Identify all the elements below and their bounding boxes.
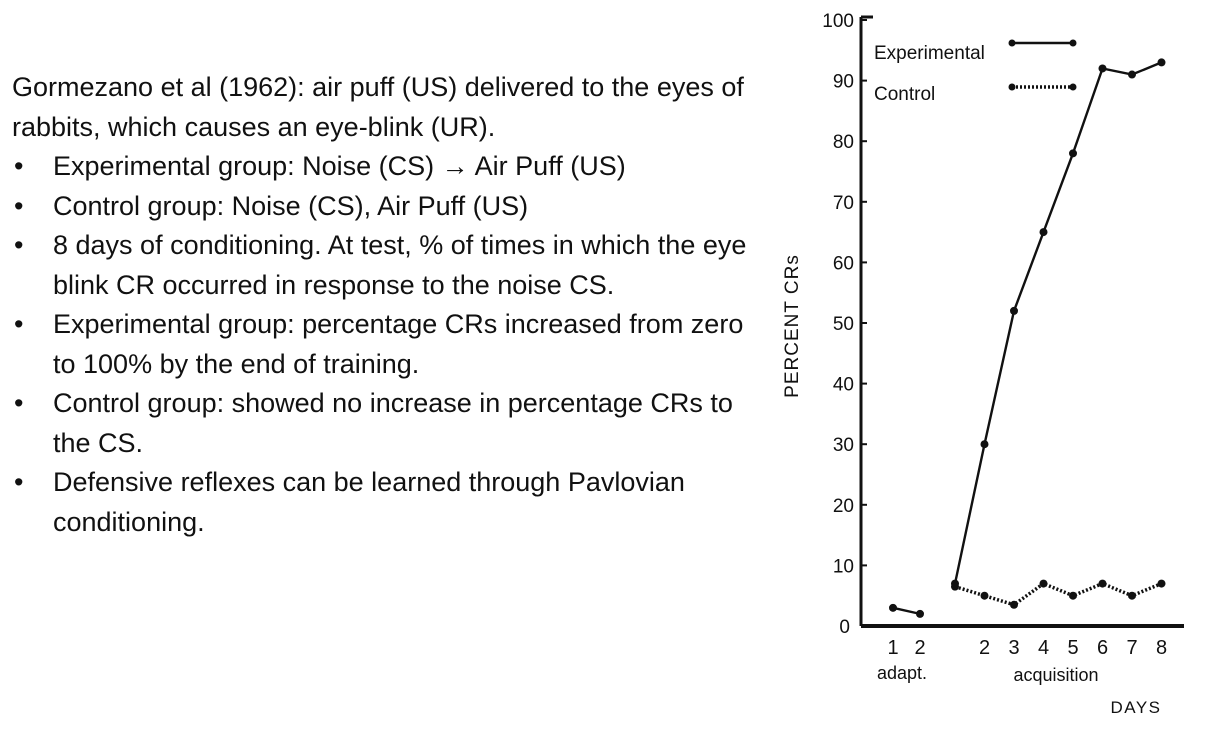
bullet-item: • Control group: Noise (CS), Air Puff (US… xyxy=(12,187,757,227)
bullet-icon: • xyxy=(14,151,24,181)
y-axis-label: PERCENT CRs xyxy=(782,254,803,398)
y-tick-label: 70 xyxy=(833,193,854,214)
data-point xyxy=(1098,64,1107,73)
phase-label-adapt: adapt. xyxy=(877,663,927,683)
legend-marker xyxy=(1008,39,1016,47)
bullet-text: Experimental group: Noise (CS) → Air Puf… xyxy=(53,151,626,181)
x-axis-label: DAYS xyxy=(1110,698,1161,717)
bullet-list: • Experimental group: Noise (CS) → Air Pu… xyxy=(12,147,757,542)
data-point xyxy=(1010,306,1018,315)
bullet-icon: • xyxy=(14,230,24,260)
y-tick-label: 20 xyxy=(833,496,854,517)
legend-label: Experimental xyxy=(874,43,985,64)
data-point xyxy=(1128,70,1136,79)
bullet-text: Experimental group: percentage CRs incre… xyxy=(53,309,744,379)
x-tick-label: 4 xyxy=(1038,637,1049,659)
data-point xyxy=(980,591,989,600)
x-tick-label: 7 xyxy=(1126,637,1137,659)
bullet-icon: • xyxy=(14,388,24,418)
series-line-experimental-adapt xyxy=(892,606,921,616)
bullet-text: 8 days of conditioning. At test, % of ti… xyxy=(53,230,747,300)
legend-label: Control xyxy=(874,84,935,105)
x-tick-label: 1 xyxy=(887,637,898,659)
legend-marker xyxy=(1069,39,1077,47)
x-tick-label: 8 xyxy=(1156,637,1167,659)
text-panel: Gormezano et al (1962): air puff (US) de… xyxy=(12,68,757,542)
data-point xyxy=(1157,58,1166,67)
data-point xyxy=(1039,579,1048,588)
x-tick-label: 3 xyxy=(1008,637,1019,659)
data-point xyxy=(1069,149,1077,158)
data-point xyxy=(1098,579,1107,588)
data-point xyxy=(1157,579,1166,588)
data-point xyxy=(1039,228,1048,237)
bullet-item: • 8 days of conditioning. At test, % of t… xyxy=(12,226,757,305)
y-tick-label: 50 xyxy=(833,314,854,335)
x-tick-label: 2 xyxy=(914,637,925,659)
y-tick-label: 40 xyxy=(833,375,854,396)
bullet-icon: • xyxy=(14,467,24,497)
y-tick-label: 30 xyxy=(833,435,854,456)
line-chart: PERCENT CRs DAYS 0102030405060708090100 … xyxy=(782,11,1184,717)
bullet-text: Control group: showed no increase in per… xyxy=(53,388,733,458)
data-point xyxy=(980,440,989,449)
bullet-item: • Defensive reflexes can be learned throu… xyxy=(12,463,757,542)
y-tick-label: 10 xyxy=(833,556,854,577)
data-point xyxy=(1128,591,1136,600)
x-tick-label: 5 xyxy=(1067,637,1078,659)
x-tick-label: 6 xyxy=(1097,637,1108,659)
data-point xyxy=(916,609,924,618)
bullet-item: • Control group: showed no increase in pe… xyxy=(12,384,757,463)
bullet-item: • Experimental group: percentage CRs incr… xyxy=(12,305,757,384)
intro-paragraph: Gormezano et al (1962): air puff (US) de… xyxy=(12,72,744,142)
y-tick-label: 80 xyxy=(833,132,854,153)
bullet-icon: • xyxy=(14,190,24,221)
data-point xyxy=(951,582,959,591)
y-ticks: 0 10 20 30 40 50 60 70 80 90 100 xyxy=(822,11,867,638)
y-tick-label: 90 xyxy=(833,72,854,93)
bullet-item: • Experimental group: Noise (CS) → Air Pu… xyxy=(12,147,757,187)
data-point xyxy=(1010,600,1018,609)
bullet-icon: • xyxy=(14,309,24,339)
phase-label-acquisition: acquisition xyxy=(1013,665,1098,685)
bullet-text: Control group: Noise (CS), Air Puff (US) xyxy=(53,190,529,221)
series-line-control xyxy=(954,581,1163,607)
legend: Experimental Control xyxy=(874,39,1077,105)
data-point xyxy=(1069,591,1077,600)
y-tick-label: 0 xyxy=(839,617,850,638)
y-tick-label: 100 xyxy=(822,11,854,32)
data-point xyxy=(889,603,897,612)
series-line-experimental xyxy=(953,61,1162,584)
legend-marker xyxy=(1008,83,1016,91)
series-group xyxy=(889,58,1166,618)
y-tick-label: 60 xyxy=(833,253,854,274)
x-tick-label: 2 xyxy=(979,637,990,659)
bullet-text: Defensive reflexes can be learned throug… xyxy=(53,467,685,537)
legend-marker xyxy=(1069,83,1077,91)
